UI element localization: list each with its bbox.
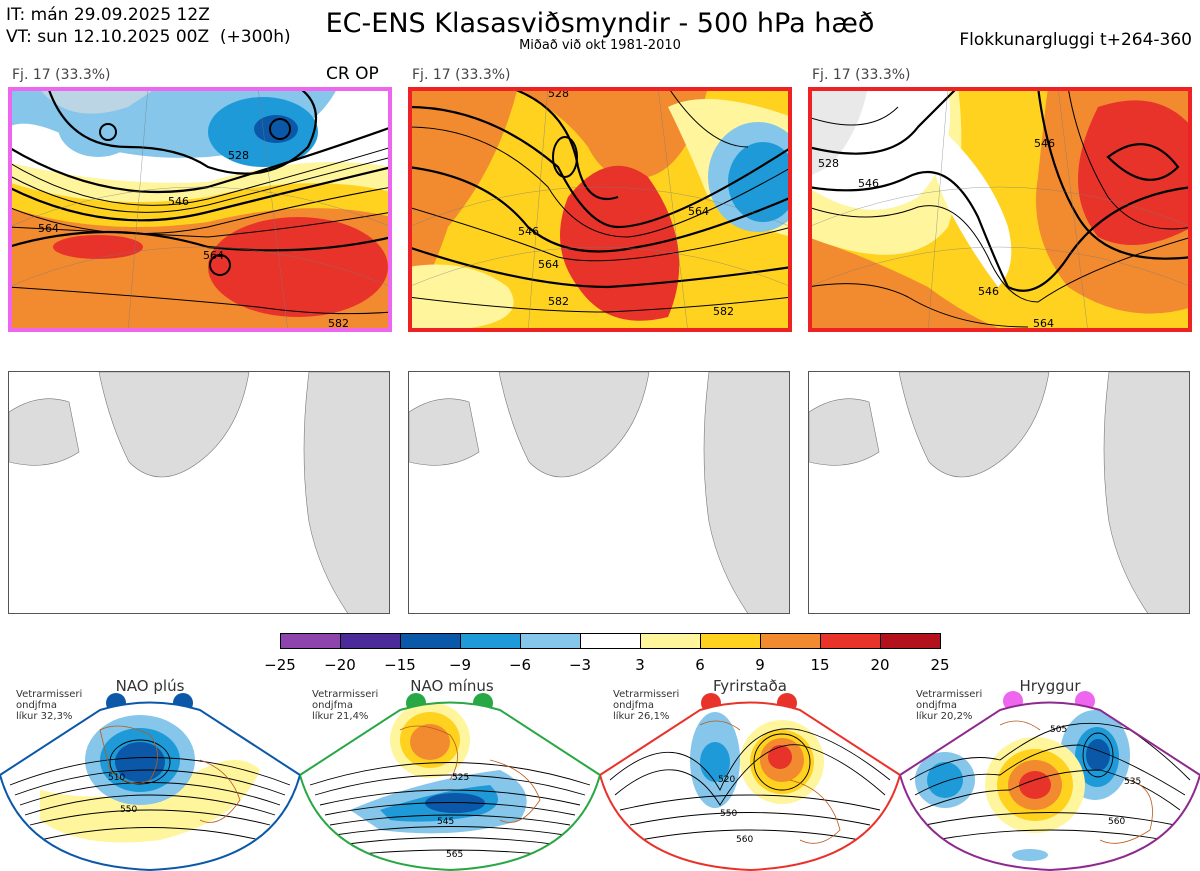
regime-1-note: Vetrarmisseri ondjfma líkur 32,3% <box>16 689 83 722</box>
regime-3-map: 520 550 560 <box>600 701 900 871</box>
contour-label: 582 <box>328 317 349 330</box>
init-time: IT: mán 29.09.2025 12Z <box>6 5 210 25</box>
colorbar-swatch <box>580 633 641 649</box>
empty-map-3 <box>808 371 1190 614</box>
colorbar-tick: 20 <box>870 656 890 674</box>
contour-label: 528 <box>818 157 839 170</box>
regime-contour-label: 560 <box>736 835 753 845</box>
contour-label: 546 <box>1034 137 1055 150</box>
regime-contour-label: 520 <box>718 775 735 785</box>
regime-contour-label: 510 <box>108 773 125 783</box>
regime-contour-label: 535 <box>1124 777 1141 787</box>
colorbar-tick: −25 <box>264 656 296 674</box>
colorbar-tick: −9 <box>448 656 472 674</box>
colorbar-tick: −20 <box>324 656 356 674</box>
cluster-map-3: 528 546 546 546 564 <box>808 87 1192 332</box>
regime-4-note: Vetrarmisseri ondjfma líkur 20,2% <box>916 689 983 722</box>
page-title: EC-ENS Klasasviðsmyndir - 500 hPa hæð <box>325 8 875 39</box>
panel-3-label: Fj. 17 (33.3%) <box>812 67 911 83</box>
regime-2-map: 525 545 565 <box>300 701 600 871</box>
colorbar-swatch <box>280 633 341 649</box>
contour-label: 564 <box>688 205 709 218</box>
panel-2-label: Fj. 17 (33.3%) <box>412 67 511 83</box>
window-label: Flokkunargluggi t+264-360 <box>959 30 1192 50</box>
contour-label: 546 <box>858 177 879 190</box>
regime-1-map: 510 550 <box>0 701 300 871</box>
regime-2-title: NAO mínus <box>410 677 494 695</box>
colorbar-tick: −3 <box>568 656 592 674</box>
colorbar-swatch <box>820 633 881 649</box>
colorbar-swatch <box>460 633 521 649</box>
panel-1-label: Fj. 17 (33.3%) <box>12 67 111 83</box>
colorbar-swatch <box>340 633 401 649</box>
contour-label: 564 <box>38 222 59 235</box>
panel-1-badge: CR OP <box>326 64 379 84</box>
colorbar-tick: 9 <box>755 656 765 674</box>
contour-label: 546 <box>518 225 539 238</box>
valid-time: VT: sun 12.10.2025 00Z (+300h) <box>6 27 291 47</box>
contour-label: 564 <box>1033 317 1054 330</box>
empty-map-1 <box>8 371 390 614</box>
empty-map-2 <box>408 371 790 614</box>
regime-contour-label: 525 <box>452 773 469 783</box>
regime-1-title: NAO plús <box>115 677 185 695</box>
colorbar-tick: 15 <box>810 656 830 674</box>
colorbar-swatch <box>760 633 821 649</box>
contour-label: 582 <box>548 295 569 308</box>
regime-contour-label: 550 <box>720 809 737 819</box>
regime-2-note: Vetrarmisseri ondjfma líkur 21,4% <box>312 689 379 722</box>
regime-4-map: 505 535 560 <box>900 701 1200 871</box>
cluster-map-2: 528 546 564 564 582 582 <box>408 87 792 332</box>
regime-3-title: Fyrirstaða <box>713 677 787 695</box>
colorbar-swatch <box>400 633 461 649</box>
contour-label: 564 <box>203 249 224 262</box>
colorbar-tick: 3 <box>635 656 645 674</box>
cluster-map-1: 528 546 564 564 582 <box>8 87 392 332</box>
contour-label: 546 <box>168 195 189 208</box>
regime-contour-label: 505 <box>1050 725 1067 735</box>
regime-contour-label: 545 <box>437 817 454 827</box>
regime-4-title: Hryggur <box>1019 677 1081 695</box>
contour-label: 582 <box>713 305 734 318</box>
colorbar-swatch <box>640 633 701 649</box>
colorbar-swatch <box>880 633 941 649</box>
panel-3-border <box>808 87 1192 332</box>
colorbar-swatch <box>520 633 581 649</box>
contour-label: 546 <box>978 285 999 298</box>
regime-contour-label: 560 <box>1108 817 1125 827</box>
colorbar-tick: 6 <box>695 656 705 674</box>
contour-label: 528 <box>228 149 249 162</box>
contour-label: 564 <box>538 258 559 271</box>
panel-2-border <box>408 87 792 332</box>
panel-1-border <box>8 87 392 332</box>
header-info: IT: mán 29.09.2025 12Z VT: sun 12.10.2025… <box>6 4 291 48</box>
colorbar-swatch <box>700 633 761 649</box>
colorbar-tick: 25 <box>930 656 950 674</box>
colorbar-tick: −15 <box>384 656 416 674</box>
colorbar-tick: −6 <box>508 656 532 674</box>
regime-3-note: Vetrarmisseri ondjfma líkur 26,1% <box>613 689 680 722</box>
page-subtitle: Miðað við okt 1981-2010 <box>519 38 681 53</box>
regime-contour-label: 565 <box>446 850 463 860</box>
regime-contour-label: 550 <box>120 805 137 815</box>
